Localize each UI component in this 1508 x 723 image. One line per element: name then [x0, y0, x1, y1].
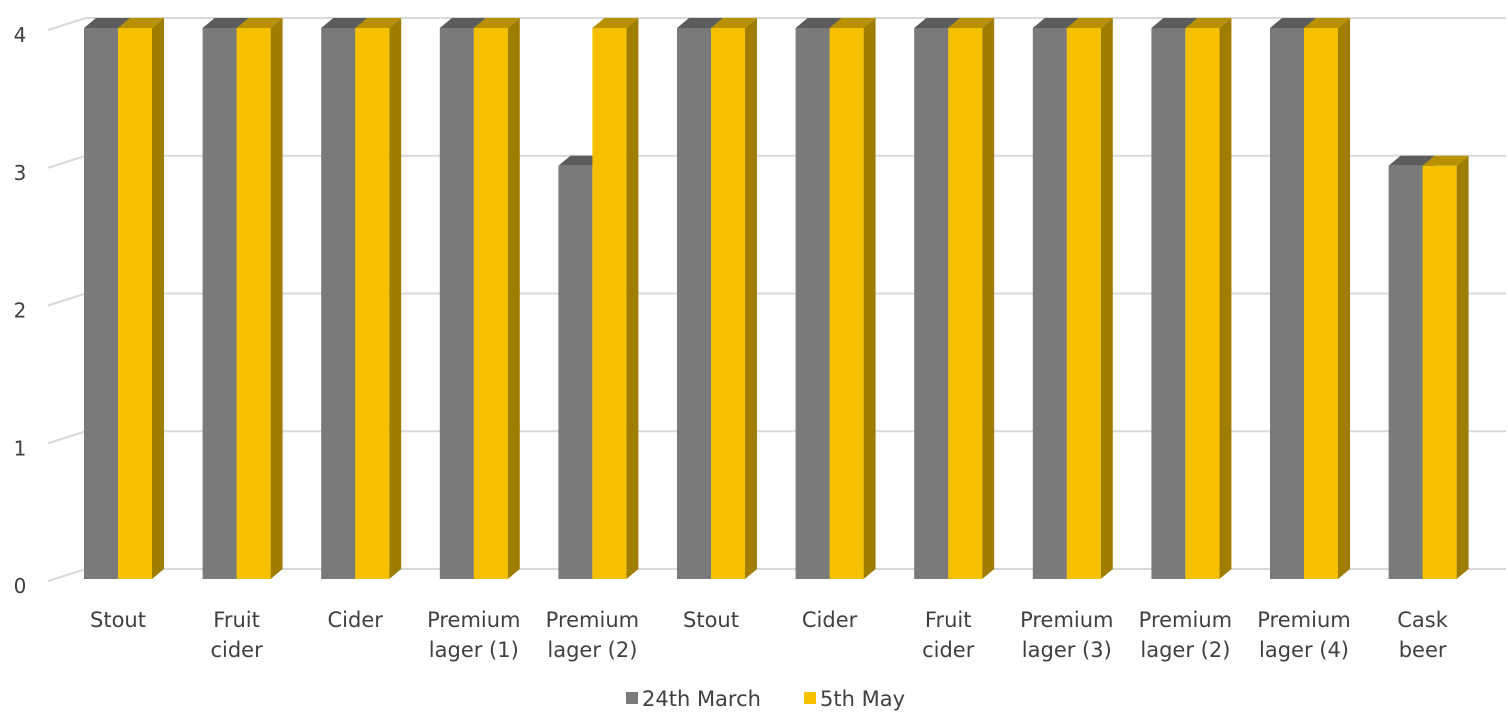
- y-tick-label: 2: [14, 299, 27, 323]
- legend-label: 24th March: [642, 687, 761, 711]
- x-category-label: Stout: [90, 608, 146, 632]
- gridline-depth-edge: [48, 156, 86, 168]
- x-category-label: Premium lager (2): [546, 608, 639, 662]
- legend-swatch: [804, 692, 816, 704]
- legend-item: 5th May: [804, 687, 905, 711]
- y-tick-label: 1: [14, 436, 27, 460]
- y-tick-label: 3: [14, 161, 27, 185]
- bar-series-2: [1423, 156, 1469, 579]
- x-category-label: Premium lager (2): [1139, 608, 1232, 662]
- x-axis-categories: Stout Fruit cider Cider Premium lager (1) Prem…: [90, 608, 1449, 662]
- x-category-label: Fruit cider: [210, 608, 263, 662]
- x-category-label: Cask beer: [1397, 608, 1448, 662]
- bar-series-2: [592, 18, 638, 579]
- y-axis-ticks: 0 1 2 3 4: [14, 23, 27, 598]
- gridline-depth-edge: [48, 294, 86, 306]
- gridline-depth-edge: [48, 18, 86, 30]
- bar-series-2: [830, 18, 876, 579]
- x-category-label: Cider: [802, 608, 858, 632]
- bar-series-2: [118, 18, 164, 579]
- x-category-label: Premium lager (1): [427, 608, 520, 662]
- bar-series-2: [948, 18, 994, 579]
- bar-series-2: [237, 18, 283, 579]
- x-category-label: Stout: [683, 608, 739, 632]
- legend-label: 5th May: [820, 687, 905, 711]
- x-category-label: Premium lager (3): [1020, 608, 1113, 662]
- y-tick-label: 4: [14, 23, 27, 47]
- bar-series-2: [1304, 18, 1350, 579]
- bar-series-2: [474, 18, 520, 579]
- bar-series-2: [1067, 18, 1113, 579]
- gridline-depth-edge: [48, 569, 86, 581]
- bar-series-2: [355, 18, 401, 579]
- bar-series-2: [1185, 18, 1231, 579]
- legend-item: 24th March: [626, 687, 761, 711]
- gridline-depth-edge: [48, 431, 86, 443]
- legend: 24th March 5th May: [626, 687, 905, 711]
- x-category-label: Cider: [328, 608, 384, 632]
- bars-layer: [84, 18, 1469, 579]
- x-category-label: Premium lager (4): [1257, 608, 1350, 662]
- bar-series-2: [711, 18, 757, 579]
- legend-swatch: [626, 692, 638, 704]
- x-category-label: Fruit cider: [922, 608, 975, 662]
- y-tick-label: 0: [14, 574, 27, 598]
